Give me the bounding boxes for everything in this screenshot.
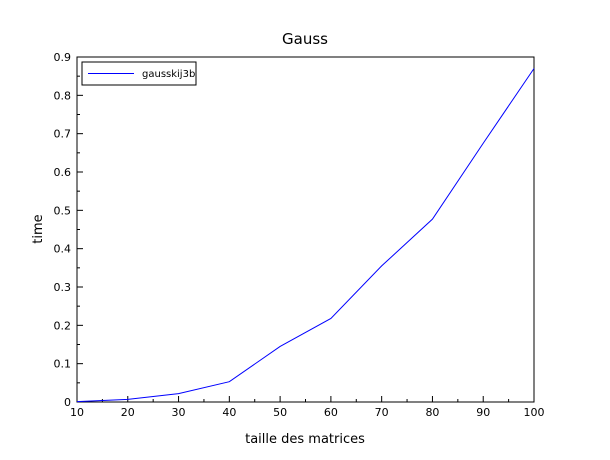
y-axis-title: time	[31, 214, 46, 243]
plot-area: 10 20 30 40 50 60 70 80 90 100 0 0.1 0.2 0.3 0.4 0.5 0.…	[54, 51, 545, 419]
x-tick-label: 60	[324, 406, 338, 419]
legend: gausskij3b	[81, 61, 197, 86]
x-tick-label: 50	[273, 406, 287, 419]
y-tick-label: 0	[64, 396, 71, 409]
series-line-gausskij3b	[76, 68, 535, 403]
x-tick-label: 70	[375, 406, 389, 419]
y-tick-label: 0.4	[54, 243, 72, 256]
x-axis: 10 20 30 40 50 60 70 80 90 100	[70, 396, 545, 419]
chart-title: Gauss	[282, 30, 328, 48]
x-tick-label: 10	[70, 406, 84, 419]
y-tick-label: 0.5	[54, 204, 72, 217]
x-tick-label: 80	[425, 406, 439, 419]
axes-frame	[76, 56, 535, 403]
x-tick-label: 30	[172, 406, 186, 419]
x-tick-label: 100	[524, 406, 545, 419]
x-tick-label: 20	[121, 406, 135, 419]
legend-label: gausskij3b	[142, 69, 195, 80]
y-axis: 0 0.1 0.2 0.3 0.4 0.5 0.6 0.7 0.8 0.9	[54, 51, 83, 409]
series-layer	[76, 68, 535, 403]
y-tick-label: 0.6	[54, 166, 72, 179]
y-tick-label: 0.8	[54, 89, 72, 102]
x-axis-title: taille des matrices	[245, 432, 365, 447]
y-tick-label: 0.3	[54, 281, 72, 294]
y-tick-label: 0.1	[54, 358, 72, 371]
legend-box	[81, 61, 197, 86]
y-tick-label: 0.2	[54, 319, 72, 332]
x-tick-label: 40	[222, 406, 236, 419]
y-tick-label: 0.9	[54, 51, 72, 64]
x-tick-label: 90	[476, 406, 490, 419]
y-tick-label: 0.7	[54, 128, 72, 141]
